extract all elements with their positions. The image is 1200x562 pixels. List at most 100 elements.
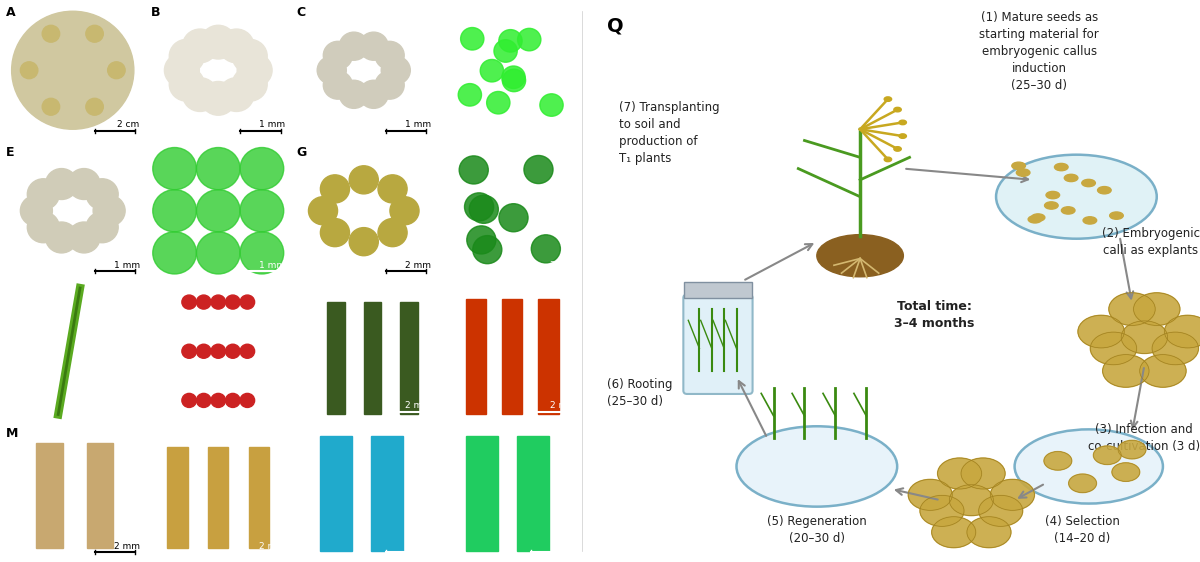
Circle shape (211, 295, 226, 309)
Ellipse shape (1152, 332, 1199, 365)
Circle shape (487, 92, 510, 114)
Circle shape (152, 148, 197, 190)
Text: (5) Regeneration
(20–30 d): (5) Regeneration (20–30 d) (767, 515, 866, 545)
Circle shape (233, 39, 268, 73)
Ellipse shape (1110, 212, 1123, 219)
Ellipse shape (1016, 169, 1030, 176)
Circle shape (86, 179, 118, 210)
Circle shape (197, 232, 240, 274)
Ellipse shape (961, 458, 1006, 489)
Ellipse shape (1069, 474, 1097, 492)
Circle shape (317, 56, 347, 84)
Circle shape (532, 235, 560, 263)
Circle shape (494, 40, 517, 62)
Circle shape (226, 344, 240, 359)
Bar (466, 299, 486, 415)
Bar (364, 302, 382, 415)
Ellipse shape (1064, 174, 1078, 182)
Circle shape (359, 32, 388, 60)
Text: D: D (443, 6, 452, 19)
Circle shape (340, 80, 368, 108)
Ellipse shape (817, 235, 904, 277)
Ellipse shape (931, 516, 976, 548)
Circle shape (499, 30, 522, 52)
Circle shape (461, 28, 484, 50)
Circle shape (464, 193, 493, 221)
Ellipse shape (908, 479, 953, 510)
Circle shape (152, 232, 197, 274)
Text: 2 mm: 2 mm (550, 261, 576, 270)
Circle shape (182, 393, 197, 407)
Text: 2 mm: 2 mm (404, 401, 431, 410)
Circle shape (240, 393, 254, 407)
Circle shape (182, 29, 217, 63)
Ellipse shape (1140, 355, 1186, 387)
Circle shape (502, 66, 526, 88)
Ellipse shape (1134, 293, 1180, 325)
Text: (2) Embryogenic
calli as explants: (2) Embryogenic calli as explants (1102, 226, 1200, 257)
Circle shape (169, 67, 204, 101)
Text: N: N (151, 427, 162, 440)
Circle shape (469, 195, 498, 223)
Circle shape (340, 32, 368, 60)
Ellipse shape (949, 484, 994, 516)
Circle shape (182, 344, 197, 359)
Circle shape (308, 197, 337, 225)
Circle shape (197, 344, 211, 359)
Text: Q: Q (607, 17, 623, 36)
Text: 1 mm: 1 mm (114, 401, 139, 410)
Circle shape (211, 393, 226, 407)
Ellipse shape (899, 120, 906, 125)
Ellipse shape (894, 107, 901, 112)
Circle shape (200, 81, 235, 115)
Circle shape (359, 80, 388, 108)
Text: (7) Transplanting
to soil and
production of
T₁ plants: (7) Transplanting to soil and production… (619, 101, 720, 165)
Circle shape (28, 212, 59, 243)
Circle shape (240, 232, 283, 274)
Ellipse shape (1164, 315, 1200, 348)
Circle shape (169, 39, 204, 73)
Text: (1) Mature seeds as
starting material for
embryogenic callus
induction
(25–30 d): (1) Mature seeds as starting material fo… (979, 11, 1099, 92)
Ellipse shape (1031, 214, 1045, 221)
Circle shape (460, 156, 488, 184)
Circle shape (320, 219, 349, 247)
Text: J: J (151, 287, 156, 300)
Circle shape (376, 42, 404, 70)
Circle shape (20, 196, 53, 226)
Circle shape (86, 98, 103, 115)
Circle shape (349, 228, 378, 256)
Text: H: H (443, 146, 452, 159)
Bar (320, 436, 352, 551)
Circle shape (182, 295, 197, 309)
Text: 1 mm: 1 mm (259, 401, 286, 410)
Circle shape (182, 78, 217, 111)
Ellipse shape (979, 495, 1022, 527)
Circle shape (152, 189, 197, 232)
Circle shape (240, 189, 283, 232)
Ellipse shape (967, 516, 1010, 548)
Ellipse shape (990, 479, 1034, 510)
Circle shape (473, 235, 502, 264)
Circle shape (68, 222, 100, 253)
Text: 1 mm: 1 mm (404, 542, 431, 551)
Ellipse shape (920, 495, 964, 527)
Circle shape (197, 189, 240, 232)
Ellipse shape (1012, 162, 1026, 170)
Text: (3) Infection and
co-cultivation (3 d): (3) Infection and co-cultivation (3 d) (1088, 423, 1200, 454)
Text: E: E (6, 146, 14, 159)
Text: C: C (296, 6, 306, 19)
Circle shape (524, 156, 553, 184)
Circle shape (94, 196, 125, 226)
Bar (328, 302, 344, 415)
Bar (208, 447, 228, 548)
Bar (466, 436, 498, 551)
Circle shape (378, 175, 407, 203)
Circle shape (218, 78, 254, 111)
Text: A: A (6, 6, 16, 19)
Bar (371, 436, 403, 551)
Ellipse shape (996, 155, 1157, 239)
Text: Total time:
3–4 months: Total time: 3–4 months (894, 300, 974, 330)
Ellipse shape (1055, 164, 1068, 171)
Circle shape (238, 53, 272, 87)
Text: 1 mm: 1 mm (550, 120, 576, 129)
